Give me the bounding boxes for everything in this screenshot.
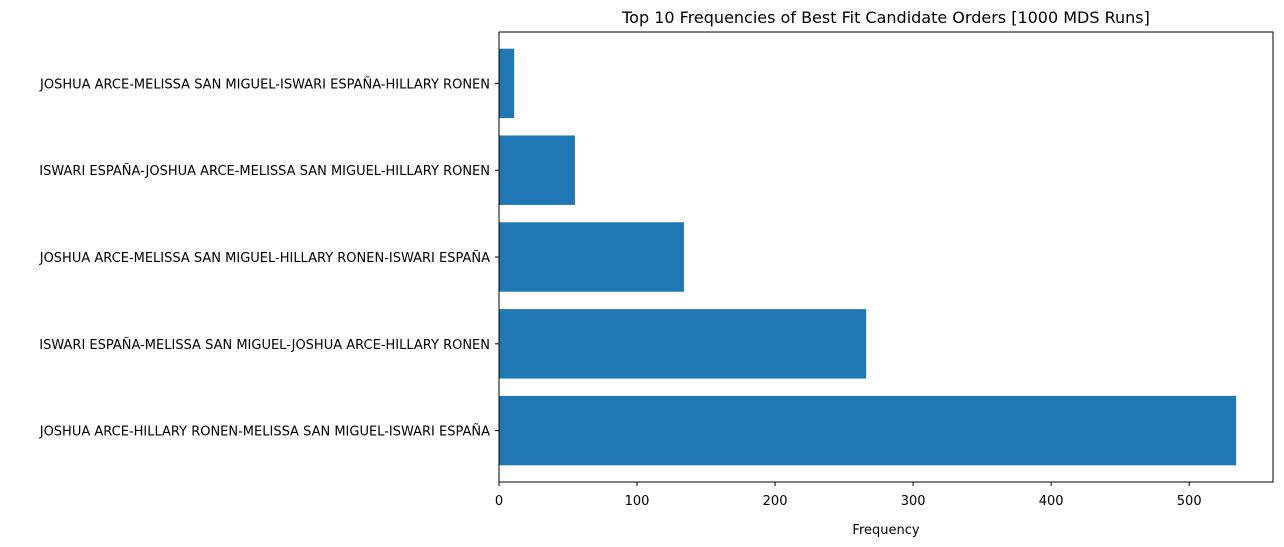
bar	[499, 48, 515, 119]
bar	[499, 222, 684, 292]
chart-title: Top 10 Frequencies of Best Fit Candidate…	[621, 8, 1150, 27]
y-tick-label: ISWARI ESPAÑA-JOSHUA ARCE-MELISSA SAN MI…	[39, 163, 490, 179]
x-tick-label: 400	[1039, 494, 1064, 509]
x-tick-label: 0	[495, 494, 503, 509]
y-axis-ticks: JOSHUA ARCE-HILLARY RONEN-MELISSA SAN MI…	[39, 76, 499, 440]
bar	[499, 309, 867, 379]
x-axis-ticks: 0 100 200 300 400 500	[495, 482, 1202, 509]
y-tick-label: JOSHUA ARCE-MELISSA SAN MIGUEL-ISWARI ES…	[39, 76, 490, 92]
y-tick-label: JOSHUA ARCE-HILLARY RONEN-MELISSA SAN MI…	[39, 424, 490, 440]
bar	[499, 395, 1237, 466]
x-tick-label: 200	[763, 494, 788, 509]
y-tick-label: ISWARI ESPAÑA-MELISSA SAN MIGUEL-JOSHUA …	[39, 337, 490, 353]
x-axis-label: Frequency	[852, 523, 919, 538]
y-tick-label: JOSHUA ARCE-MELISSA SAN MIGUEL-HILLARY R…	[39, 250, 490, 266]
x-tick-label: 500	[1177, 494, 1202, 509]
plot-frame	[498, 31, 1274, 483]
bars-group	[499, 48, 1237, 466]
x-tick-label: 100	[625, 494, 650, 509]
bar	[499, 135, 575, 205]
x-tick-label: 300	[901, 494, 926, 509]
